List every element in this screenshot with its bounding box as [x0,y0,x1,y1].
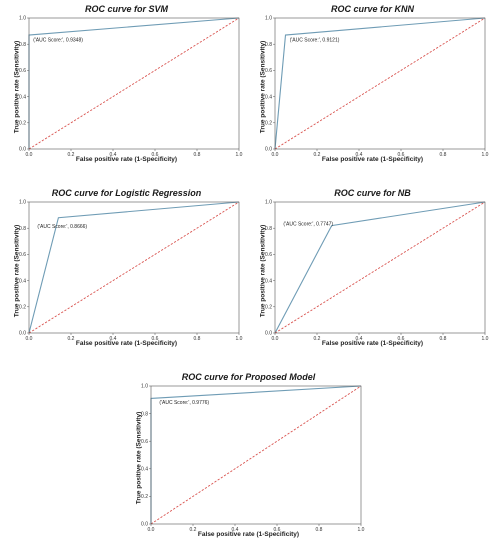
y-tick-label: 0.0 [19,147,26,153]
x-tick-label: 0.2 [68,336,75,342]
chart-title: ROC curve for SVM [84,4,169,14]
roc-plot-nb: 0.0 0.2 0.4 0.6 0.8 1.0 0.0 0.2 0.4 0.6 0.8 1.0 ('AU… [265,200,489,342]
chance-diagonal-line [28,17,240,150]
x-tick-label: 0.4 [110,336,117,342]
roc-curve-line [28,201,240,334]
auc-score-annotation: ('AUC Score:', 0.7747) [283,222,333,228]
roc-plot-logistic-regression: 0.0 0.2 0.4 0.6 0.8 1.0 0.0 0.2 0.4 0.6 0.8 1.0 ('AU… [19,200,243,342]
x-tick-label: 0.4 [356,152,363,158]
x-tick-label: 0.0 [26,336,33,342]
y-tick-label: 0.4 [19,278,26,284]
x-tick-label: 0.2 [190,527,197,533]
chance-diagonal-line [28,201,240,334]
plot-frame [274,17,486,150]
y-tick-label: 0.2 [141,494,148,500]
auc-score-annotation: ('AUC Score:', 0.9348) [33,38,83,44]
x-tick-label: 1.0 [236,152,243,158]
y-tick-label: 1.0 [19,16,26,22]
y-tick-label: 0.2 [265,121,272,127]
chart-panel-knn: ROC curve for KNN True positive rate (Se… [251,4,494,169]
x-tick-label: 0.4 [356,336,363,342]
y-tick-label: 1.0 [265,200,272,206]
roc-curve-line [274,201,486,334]
x-tick-label: 0.4 [232,527,239,533]
y-tick-label: 1.0 [19,200,26,206]
y-tick-label: 0.6 [265,68,272,74]
x-tick-label: 0.8 [194,152,201,158]
y-tick-label: 0.6 [19,68,26,74]
auc-score-annotation: ('AUC Score:', 0.9121) [290,38,340,44]
x-tick-label: 0.0 [148,527,155,533]
x-tick-label: 0.0 [26,152,33,158]
y-tick-label: 0.6 [19,252,26,258]
x-tick-label: 0.2 [68,152,75,158]
x-tick-label: 1.0 [236,336,243,342]
x-tick-label: 1.0 [358,527,365,533]
chart-title: ROC curve for NB [334,188,411,198]
y-tick-label: 0.2 [19,121,26,127]
y-tick-label: 0.8 [19,226,26,232]
x-tick-label: 0.6 [274,527,281,533]
x-axis-label: False positive rate (1-Specificity) [75,156,178,163]
y-tick-label: 0.4 [265,94,272,100]
roc-plot-svm: 0.0 0.2 0.4 0.6 0.8 1.0 0.0 0.2 0.4 0.6 0.8 1.0 ('AU… [19,16,243,158]
chart-panel-logistic-regression: ROC curve for Logistic Regression True p… [5,188,248,353]
y-tick-label: 0.0 [265,147,272,153]
y-tick-label: 0.4 [265,278,272,284]
roc-curve-line [274,17,486,150]
y-tick-label: 0.8 [265,42,272,48]
x-tick-label: 0.2 [314,336,321,342]
x-tick-label: 0.0 [272,152,279,158]
y-tick-label: 0.6 [141,439,148,445]
x-tick-label: 0.6 [152,336,159,342]
roc-plot-proposed-model: 0.0 0.2 0.4 0.6 0.8 1.0 0.0 0.2 0.4 0.6 0.8 1.0 ('AU… [141,384,365,533]
x-tick-label: 0.8 [440,336,447,342]
plot-frame [28,17,240,150]
auc-score-annotation: ('AUC Score:', 0.9776) [159,400,209,406]
y-tick-label: 0.8 [19,42,26,48]
x-tick-label: 0.6 [152,152,159,158]
y-tick-label: 0.0 [141,522,148,528]
chance-diagonal-line [274,201,486,334]
roc-plot-knn: 0.0 0.2 0.4 0.6 0.8 1.0 0.0 0.2 0.4 0.6 0.8 1.0 ('AU… [265,16,489,158]
x-tick-label: 1.0 [482,152,489,158]
y-tick-label: 0.0 [19,331,26,337]
chart-title: ROC curve for Logistic Regression [51,188,202,198]
x-tick-label: 0.0 [272,336,279,342]
plot-frame [274,201,486,334]
x-axis-label: False positive rate (1-Specificity) [75,340,178,347]
plot-frame [28,201,240,334]
y-tick-label: 0.8 [141,411,148,417]
x-tick-label: 0.8 [440,152,447,158]
auc-score-annotation: ('AUC Score:', 0.8666) [37,224,87,230]
y-tick-label: 0.0 [265,331,272,337]
x-tick-label: 1.0 [482,336,489,342]
chart-panel-svm: ROC curve for SVM True positive rate (Se… [5,4,248,169]
chart-title: ROC curve for Proposed Model [181,372,316,382]
y-tick-label: 1.0 [265,16,272,22]
x-axis-label: False positive rate (1-Specificity) [321,340,424,347]
y-tick-label: 0.2 [265,305,272,311]
x-tick-label: 0.8 [316,527,323,533]
x-axis-label: False positive rate (1-Specificity) [321,156,424,163]
chart-panel-nb: ROC curve for NB True positive rate (Sen… [251,188,494,353]
x-axis-label: False positive rate (1-Specificity) [197,531,300,538]
chance-diagonal-line [274,17,486,150]
x-tick-label: 0.8 [194,336,201,342]
x-tick-label: 0.4 [110,152,117,158]
y-tick-label: 0.4 [141,467,148,473]
y-tick-label: 0.8 [265,226,272,232]
x-tick-label: 0.2 [314,152,321,158]
x-tick-label: 0.6 [398,336,405,342]
chance-diagonal-line [150,385,362,525]
plot-frame [150,385,362,525]
y-tick-label: 0.6 [265,252,272,258]
y-tick-label: 0.4 [19,94,26,100]
chart-panel-proposed-model: ROC curve for Proposed Model True positi… [127,372,370,544]
y-tick-label: 1.0 [141,384,148,390]
chart-title: ROC curve for KNN [330,4,414,14]
x-tick-label: 0.6 [398,152,405,158]
y-tick-label: 0.2 [19,305,26,311]
